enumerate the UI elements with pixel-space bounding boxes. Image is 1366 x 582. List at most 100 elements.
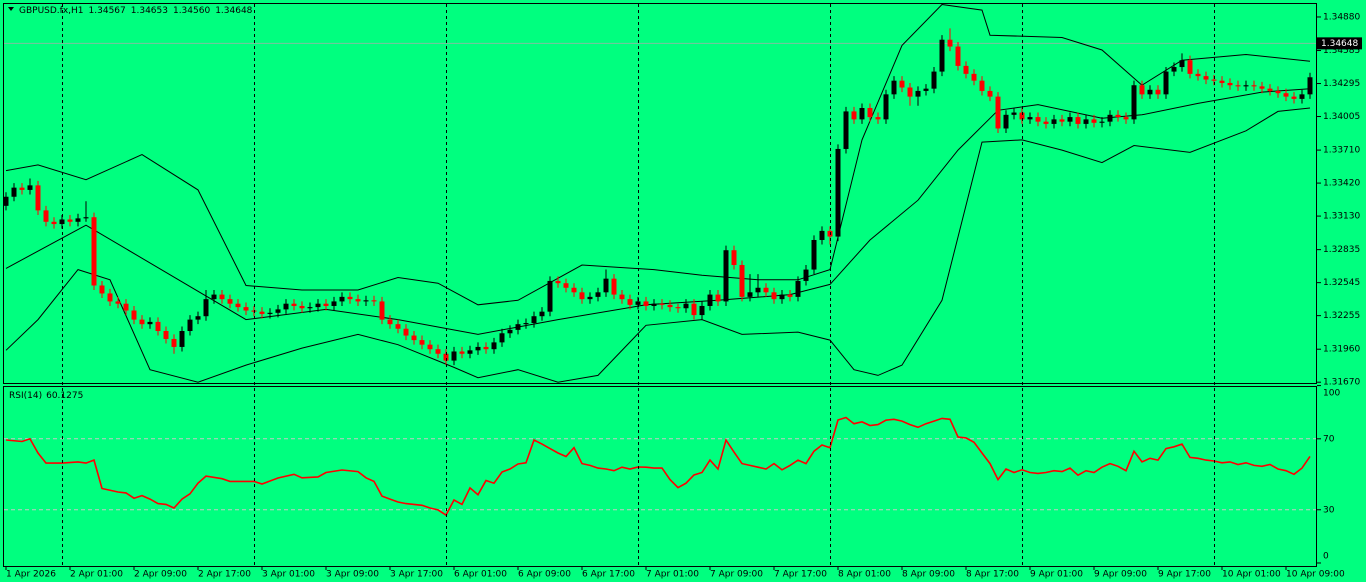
candle-body — [979, 80, 985, 91]
candle-body — [907, 87, 913, 97]
candle-body — [491, 342, 497, 350]
candle-body — [731, 250, 737, 266]
candle-body — [259, 311, 265, 314]
candle-body — [1227, 82, 1233, 86]
candle-body — [947, 39, 953, 47]
candle-body — [691, 303, 697, 316]
y-tick-label: 1.31960 — [1323, 345, 1360, 355]
candle-body — [603, 278, 609, 293]
candle-body — [811, 239, 817, 270]
candle-body — [451, 351, 457, 361]
candle-body — [1171, 67, 1177, 72]
candle-body — [427, 344, 433, 350]
candle-body — [99, 285, 105, 294]
rsi-panel-frame — [3, 386, 1317, 567]
candle-body — [131, 310, 137, 320]
y-tick-label: 1.33710 — [1323, 146, 1360, 156]
x-tick-label: 6 Apr 01:00 — [454, 570, 507, 580]
rsi-name: RSI(14) — [9, 391, 42, 401]
candle-body — [291, 303, 297, 306]
y-tick-label: 30 — [1323, 505, 1335, 515]
x-tick-label: 3 Apr 01:00 — [262, 570, 315, 580]
candle-body — [995, 96, 1001, 129]
quote-value: 1.34560 — [173, 6, 210, 16]
candle-body — [115, 301, 121, 304]
candle-body — [859, 107, 865, 120]
x-tick-label: 9 Apr 17:00 — [1158, 570, 1211, 580]
candle-body — [1219, 80, 1225, 83]
candle-body — [755, 287, 761, 293]
rsi-line — [5, 416, 1311, 517]
candle-body — [1139, 85, 1145, 95]
y-tick-label: 1.32255 — [1323, 311, 1360, 321]
candle-body — [1299, 94, 1305, 99]
price-plot — [4, 4, 1316, 383]
candle-body — [1083, 119, 1089, 124]
candle-body — [531, 316, 537, 324]
candle-body — [307, 307, 313, 309]
candle-body — [1019, 112, 1025, 120]
candle-body — [1075, 117, 1081, 124]
x-tick-label: 2 Apr 17:00 — [198, 570, 251, 580]
candle-body — [707, 294, 713, 306]
x-tick-label: 8 Apr 17:00 — [966, 570, 1019, 580]
candle-body — [955, 46, 961, 66]
candle-body — [1027, 117, 1033, 120]
candle-body — [1043, 121, 1049, 124]
bid-box — [1317, 37, 1362, 50]
candle-body — [163, 331, 169, 339]
candle-body — [515, 324, 521, 330]
candle-body — [123, 303, 129, 311]
candle-body — [1179, 60, 1185, 68]
x-tick-label: 10 Apr 01:00 — [1222, 570, 1281, 580]
candle-body — [891, 80, 897, 95]
candle-body — [667, 304, 673, 308]
y-tick-label: 1.34585 — [1323, 46, 1360, 56]
candle-body — [547, 280, 553, 312]
candle-body — [83, 217, 89, 219]
candle-body — [379, 301, 385, 320]
y-tick-label: 1.34880 — [1323, 12, 1360, 22]
candle-body — [1011, 112, 1017, 115]
y-tick-label: 1.31670 — [1323, 378, 1360, 388]
candle-body — [1091, 119, 1097, 123]
x-tick-label: 8 Apr 01:00 — [838, 570, 891, 580]
candle-body — [35, 185, 41, 211]
candle-body — [1259, 86, 1265, 89]
candle-body — [507, 329, 513, 334]
candle-body — [787, 294, 793, 297]
candle-body — [1275, 90, 1281, 94]
menu-arrow[interactable] — [8, 7, 14, 11]
y-tick-label: 1.34005 — [1323, 112, 1360, 122]
candle-body — [763, 287, 769, 293]
candle-body — [539, 311, 545, 317]
candle-body — [403, 328, 409, 336]
candle-body — [699, 305, 705, 316]
candle-body — [19, 187, 25, 190]
y-tick-label: 1.32835 — [1323, 245, 1360, 255]
x-tick-label: 7 Apr 17:00 — [774, 570, 827, 580]
candle-body — [1211, 79, 1217, 81]
candle-body — [139, 319, 145, 325]
y-tick-label: 1.32545 — [1323, 278, 1360, 288]
candle-body — [219, 294, 225, 300]
candle-body — [1003, 114, 1009, 129]
candle-body — [211, 294, 217, 300]
bollinger-band — [5, 4, 1311, 306]
symbol-header: GBPUSD.fx,H1 1.34567 1.34653 1.34560 1.34648 — [19, 6, 253, 16]
candle-body — [347, 296, 353, 300]
candle-body — [331, 301, 337, 306]
candle-body — [267, 312, 273, 314]
candle-body — [1131, 85, 1137, 120]
candle-body — [299, 305, 305, 309]
candle-body — [659, 303, 665, 305]
candle-body — [411, 335, 417, 341]
candle-body — [179, 331, 185, 347]
candle-body — [875, 117, 881, 120]
candle-body — [443, 353, 449, 361]
candle-body — [1163, 71, 1169, 95]
candle-body — [395, 324, 401, 329]
candle-body — [835, 148, 841, 237]
candle-body — [523, 323, 529, 325]
x-tick-label: 8 Apr 09:00 — [902, 570, 955, 580]
